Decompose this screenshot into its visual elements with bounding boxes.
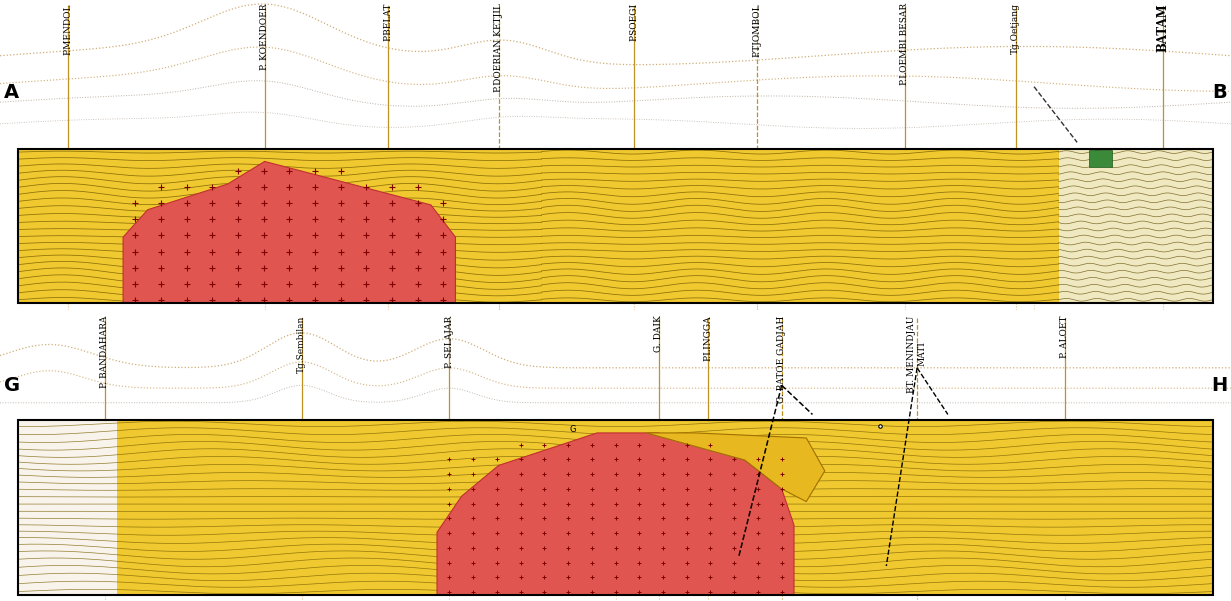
Text: Tg.Oetjang: Tg.Oetjang	[1011, 3, 1020, 54]
Bar	[18, 420, 1213, 595]
Bar	[18, 420, 117, 595]
Text: Tg.Sembilan: Tg.Sembilan	[297, 316, 307, 373]
Polygon shape	[123, 162, 455, 304]
Text: BT. MENINDJAU
MATI: BT. MENINDJAU MATI	[907, 316, 927, 392]
Text: G: G	[4, 376, 20, 395]
Text: P.LOEMBI BESAR: P.LOEMBI BESAR	[900, 3, 910, 85]
Text: P. BANDAHARA: P. BANDAHARA	[100, 316, 110, 388]
Text: G: G	[569, 424, 576, 433]
Text: A: A	[4, 84, 18, 102]
Bar	[18, 420, 1213, 595]
Text: P. SELAJAR: P. SELAJAR	[444, 316, 454, 368]
Text: P.MENDOL: P.MENDOL	[63, 3, 73, 55]
Text: G. BATOE GADJAH: G. BATOE GADJAH	[777, 316, 787, 403]
Bar	[1089, 150, 1112, 167]
Bar	[1059, 148, 1213, 304]
Text: P. ALOET: P. ALOET	[1060, 316, 1070, 358]
Bar	[18, 148, 1213, 304]
Bar	[18, 148, 1213, 304]
Polygon shape	[646, 433, 825, 502]
Text: P.LINGGA: P.LINGGA	[703, 316, 713, 361]
Text: BATAM: BATAM	[1157, 3, 1169, 52]
Text: G. DAIK: G. DAIK	[654, 316, 664, 352]
Text: P.DOERIAN KETJIL: P.DOERIAN KETJIL	[494, 3, 503, 92]
Text: P.SOEGI: P.SOEGI	[629, 3, 639, 41]
Text: H: H	[1211, 376, 1227, 395]
Text: P. KOENDOER: P. KOENDOER	[260, 3, 270, 70]
Text: P.BELAT: P.BELAT	[383, 3, 393, 41]
Text: B: B	[1213, 84, 1227, 102]
Text: P.TJOMBOL: P.TJOMBOL	[752, 3, 762, 56]
Polygon shape	[437, 433, 794, 595]
